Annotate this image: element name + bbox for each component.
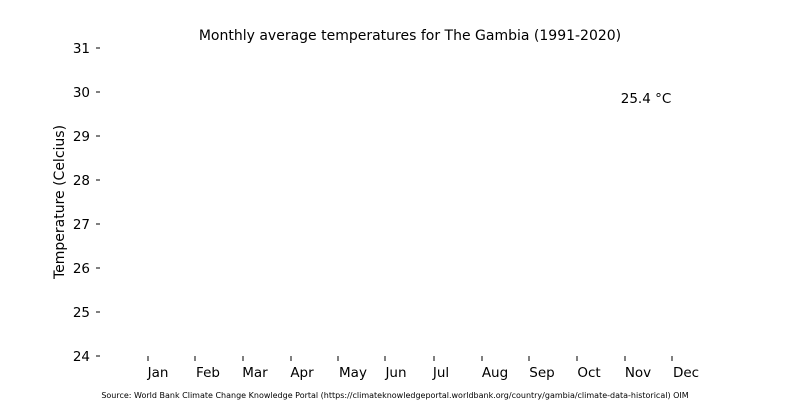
y-tick-label: 27 [73,217,90,233]
x-tick-label: Aug [482,365,508,381]
x-tick-label: Nov [625,365,651,381]
x-tick-label: Jan [147,365,169,381]
y-axis: 24 25 26 27 28 29 30 31 [73,41,100,365]
y-tick-label: 28 [73,173,90,189]
x-tick-label: Dec [673,365,699,381]
y-tick-label: 29 [73,129,90,145]
x-tick-label: May [339,365,367,381]
x-tick-label: Oct [577,365,600,381]
source-note: Source: World Bank Climate Change Knowle… [101,391,688,400]
temperature-annotation: 25.4 °C [621,91,672,107]
y-tick-label: 24 [73,349,90,365]
x-tick-label: Feb [196,365,220,381]
x-tick-label: Jul [432,365,449,381]
x-tick-label: Jun [384,365,406,381]
y-tick-label: 25 [73,305,90,321]
x-tick-label: Mar [242,365,268,381]
y-axis-label: Temperature (Celcius) [52,125,68,280]
chart-title: Monthly average temperatures for The Gam… [199,28,621,44]
x-axis: Jan Feb Mar Apr May Jun Jul Aug Sep Oct Nov Dec [147,356,699,381]
x-tick-label: Apr [290,365,314,381]
y-tick-label: 30 [73,85,90,101]
y-tick-label: 26 [73,261,90,277]
y-tick-label: 31 [73,41,90,57]
x-tick-label: Sep [529,365,554,381]
